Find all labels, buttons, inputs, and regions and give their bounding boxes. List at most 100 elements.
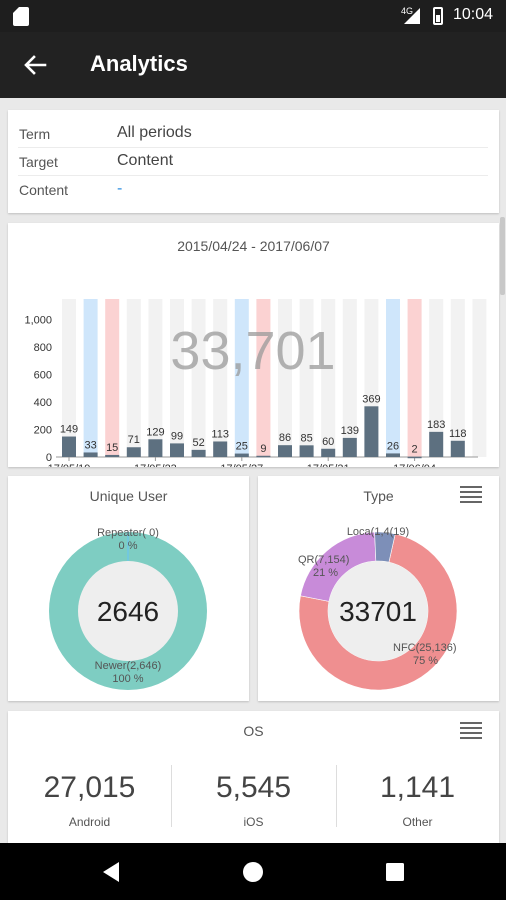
bar [386, 453, 400, 457]
bar-value-label: 369 [362, 393, 380, 405]
day-column [450, 299, 465, 457]
recents-square-icon[interactable] [376, 853, 414, 891]
bar-value-label: 118 [449, 428, 467, 440]
repeater-pct: 0 % [119, 540, 138, 552]
bar-value-label: 183 [427, 419, 445, 431]
bar [364, 406, 379, 457]
os-other-count: 1,141 [379, 771, 456, 804]
status-bar: 4G 10:04 [0, 0, 506, 32]
x-tick-label: 17/05/27 [220, 463, 263, 467]
bar [234, 453, 249, 457]
filter-term-label: Term [19, 126, 51, 142]
y-tick-label: 400 [34, 397, 52, 409]
day-column [148, 299, 163, 457]
bar-value-label: 2 [412, 444, 418, 456]
qr-label: QR(7,154) [298, 554, 349, 566]
unique-user-card: Unique User 2646 Repeater( 0) 0 % Newer(2,6… [8, 476, 249, 701]
bar-value-label: 129 [146, 426, 164, 438]
y-tick-label: 800 [34, 342, 52, 354]
day-column [278, 299, 292, 457]
day-column [213, 299, 228, 457]
qr-pct: 21 % [313, 567, 338, 579]
x-tick-label: 17/06/04 [393, 463, 436, 467]
bar [299, 445, 314, 457]
os-card: OS 27,015 Android 5,545 iOS 1,141 Other [8, 711, 499, 843]
bar [62, 436, 76, 457]
nfc-pct: 75 % [413, 655, 438, 667]
y-tick-label: 1,000 [24, 315, 52, 327]
sd-card-icon [13, 7, 29, 26]
bar-value-label: 149 [60, 424, 78, 436]
bar-value-label: 33 [84, 439, 96, 451]
bar [321, 448, 336, 457]
home-circle-icon[interactable] [234, 853, 272, 891]
bar-value-label: 86 [279, 432, 291, 444]
list-icon[interactable] [460, 486, 482, 504]
filter-target-value: Content [117, 152, 174, 169]
signal-icon [404, 8, 420, 24]
type-card: Type 33701 Loca(1,4(19) QR(7,154) 21 % NFC(2… [258, 476, 499, 701]
os-android-count: 27,015 [43, 771, 136, 804]
day-column [83, 299, 98, 457]
day-column [342, 299, 357, 457]
bar-value-label: 139 [341, 425, 359, 437]
day-column [429, 299, 444, 457]
filter-card: Term All periods Target Content Content … [8, 110, 499, 213]
donut-hole [328, 561, 428, 661]
unique-user-total: 2646 [97, 596, 159, 627]
filter-target-label: Target [19, 154, 58, 170]
arrow-left-icon[interactable] [20, 50, 50, 80]
navigation-bar [0, 843, 506, 900]
y-tick-label: 0 [46, 452, 52, 464]
day-column [321, 299, 336, 457]
type-total: 33701 [339, 596, 417, 627]
bar [342, 437, 357, 457]
filter-term-row[interactable]: Term All periods [18, 120, 488, 148]
bar-value-label: 15 [106, 442, 118, 454]
bar [278, 445, 292, 457]
bar-value-label: 9 [260, 443, 266, 455]
bar-value-label: 52 [192, 437, 204, 449]
os-other: 1,141 Other [336, 761, 499, 841]
day-column [105, 299, 120, 457]
bar-value-label: 85 [300, 432, 312, 444]
bar-value-label: 71 [128, 434, 140, 446]
os-ios: 5,545 iOS [172, 761, 335, 841]
bar [256, 455, 271, 458]
filter-content-value[interactable]: - [117, 180, 123, 197]
divider [171, 765, 172, 827]
bar-value-label: 26 [387, 440, 399, 452]
repeater-label: Repeater( 0) [97, 527, 159, 539]
os-android: 27,015 Android [8, 761, 171, 841]
x-tick-label: 17/05/19 [48, 463, 91, 467]
bar-value-label: 25 [236, 441, 248, 453]
daily-chart-card: 2015/04/24 - 2017/06/07 0 200 400 600 800 1,0… [8, 223, 499, 467]
filter-term-value: All periods [117, 124, 192, 141]
day-column [126, 299, 141, 457]
newer-label: Newer(2,646) [95, 660, 162, 672]
bar [429, 431, 444, 457]
bar [83, 452, 98, 457]
bar-value-label: 60 [322, 436, 334, 448]
app-bar: Analytics [0, 32, 506, 98]
bar [191, 449, 206, 457]
scrollbar[interactable] [500, 217, 505, 295]
unique-user-donut: 2646 Repeater( 0)0 % Newer(2,646)100 % [49, 527, 207, 690]
os-ios-count: 5,545 [215, 771, 292, 804]
day-column [191, 299, 206, 457]
day-column [472, 299, 487, 457]
filter-content-row[interactable]: Content - [18, 176, 488, 204]
list-icon[interactable] [460, 722, 482, 740]
os-other-label: Other [402, 815, 433, 829]
bar [170, 443, 184, 457]
other-types-label: Loca(1,4(19) [347, 526, 409, 538]
day-column [170, 299, 184, 457]
filter-content-label: Content [19, 182, 69, 198]
x-tick-label: 17/05/23 [134, 463, 177, 467]
day-column [256, 299, 271, 457]
os-title: OS [243, 723, 264, 739]
filter-target-row[interactable]: Target Content [18, 148, 488, 176]
bar [148, 439, 163, 457]
day-column [234, 299, 249, 457]
back-triangle-icon[interactable] [92, 853, 130, 891]
